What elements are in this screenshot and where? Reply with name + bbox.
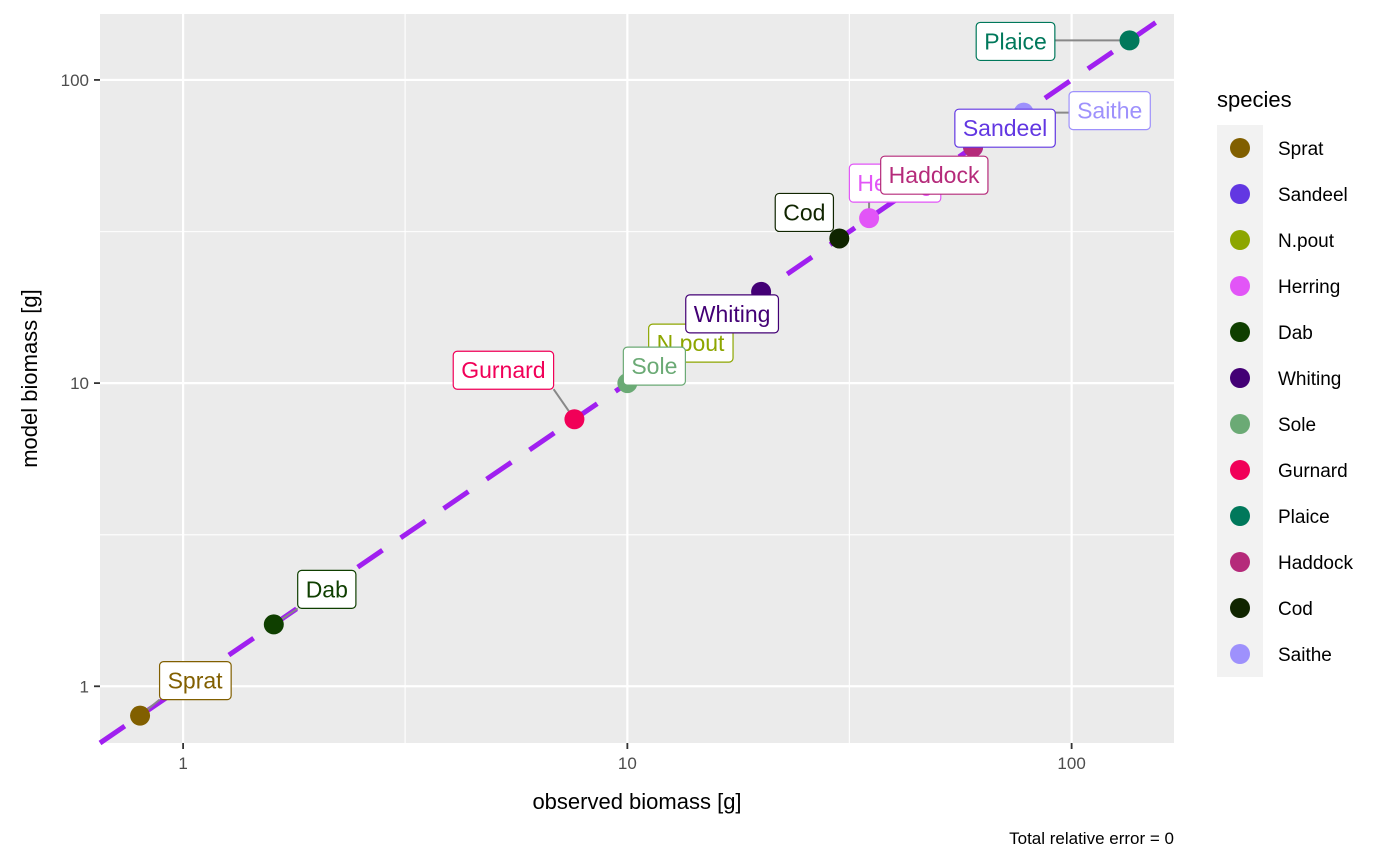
point-label-box: [622, 346, 686, 386]
legend-title: species: [1217, 87, 1292, 112]
y-tick-label: 100: [61, 71, 89, 90]
point-sprat: [130, 705, 151, 726]
x-axis-title: observed biomass [g]: [532, 789, 741, 814]
legend-label: Saithe: [1278, 645, 1332, 666]
legend-label: Cod: [1278, 599, 1313, 620]
legend-item-herring: Herring: [1230, 276, 1340, 298]
legend-item-plaice: Plaice: [1230, 506, 1330, 528]
legend-label: Herring: [1278, 277, 1340, 298]
legend: species Sprat Sandeel N.pout Herring Dab Whit…: [1217, 87, 1353, 677]
label-dab: Dab: [297, 569, 357, 609]
point-label-text: Haddock: [889, 162, 980, 188]
legend-key: [1230, 184, 1250, 204]
legend-item-sandeel: Sandeel: [1230, 184, 1348, 206]
label-sole: Sole: [622, 346, 686, 386]
legend-label: Sandeel: [1278, 185, 1348, 206]
grid-minor: [100, 14, 1174, 743]
legend-key: [1230, 230, 1250, 250]
point-label-text: Saithe: [1077, 98, 1142, 124]
point-cod: [829, 228, 850, 249]
legend-label: Sprat: [1278, 139, 1324, 160]
legend-key: [1230, 414, 1250, 434]
legend-key: [1230, 138, 1250, 158]
legend-item-dab: Dab: [1230, 322, 1313, 344]
label-cod: Cod: [774, 192, 835, 233]
point-label-box: [685, 294, 780, 334]
point-label-box: [954, 108, 1056, 148]
legend-key: [1230, 552, 1250, 572]
y-tick-label: 1: [80, 677, 89, 696]
point-label-box: [452, 350, 555, 390]
legend-key: [1230, 598, 1250, 618]
point-label-box: [975, 21, 1056, 62]
point-label-text: Sprat: [168, 668, 224, 694]
label-whiting: Whiting: [685, 294, 780, 334]
label-plaice: Plaice: [975, 21, 1056, 62]
caption: Total relative error = 0: [1009, 829, 1174, 848]
point-label-text: Cod: [783, 199, 825, 225]
x-tick-label: 1: [178, 754, 187, 773]
legend-label: Whiting: [1278, 369, 1341, 390]
point-herring: [859, 208, 880, 229]
point-label-box: [158, 661, 232, 701]
legend-label: Plaice: [1278, 507, 1330, 528]
point-gurnard: [564, 409, 585, 430]
legend-label: Gurnard: [1278, 461, 1348, 482]
legend-label: Dab: [1278, 323, 1313, 344]
legend-key: [1230, 368, 1250, 388]
x-axis-ticks: 1 10 100: [178, 743, 1086, 773]
point-label-box: [1068, 91, 1151, 131]
y-axis-ticks: 1 10 100: [61, 71, 100, 696]
legend-item-haddock: Haddock: [1230, 552, 1353, 574]
legend-item-saithe: Saithe: [1230, 644, 1332, 666]
label-saithe: Saithe: [1068, 91, 1151, 131]
legend-item-npout: N.pout: [1230, 230, 1335, 252]
x-tick-label: 10: [618, 754, 637, 773]
point-label-text: Sandeel: [963, 115, 1047, 141]
point-label-text: Sole: [631, 353, 677, 379]
legend-label: Haddock: [1278, 553, 1353, 574]
point-label-text: Whiting: [694, 301, 771, 327]
legend-key: [1230, 644, 1250, 664]
y-tick-label: 10: [70, 374, 89, 393]
legend-item-cod: Cod: [1230, 598, 1313, 620]
label-gurnard: Gurnard: [452, 350, 555, 390]
label-haddock: Haddock: [880, 155, 989, 195]
legend-label: Sole: [1278, 415, 1316, 436]
point-label-box: [880, 155, 989, 195]
point-labels: SpratSandeelN.poutHerringDabWhitingSoleG…: [158, 21, 1151, 701]
legend-item-sprat: Sprat: [1230, 138, 1324, 160]
legend-key: [1230, 322, 1250, 342]
legend-key: [1230, 506, 1250, 526]
legend-item-sole: Sole: [1230, 414, 1316, 436]
legend-label: N.pout: [1278, 231, 1335, 252]
point-dab: [263, 614, 284, 635]
x-tick-label: 100: [1057, 754, 1085, 773]
legend-keys-background: [1217, 125, 1263, 677]
point-label-text: Dab: [306, 576, 348, 602]
legend-key: [1230, 460, 1250, 480]
point-plaice: [1119, 30, 1140, 51]
point-label-box: [297, 569, 357, 609]
legend-key: [1230, 276, 1250, 296]
label-sprat: Sprat: [158, 661, 232, 701]
label-sandeel: Sandeel: [954, 108, 1056, 148]
y-axis-title: model biomass [g]: [17, 289, 42, 468]
legend-item-whiting: Whiting: [1230, 368, 1341, 390]
point-label-text: Plaice: [984, 28, 1047, 54]
point-label-box: [774, 192, 835, 233]
point-label-text: Gurnard: [461, 357, 545, 383]
legend-item-gurnard: Gurnard: [1230, 460, 1348, 482]
